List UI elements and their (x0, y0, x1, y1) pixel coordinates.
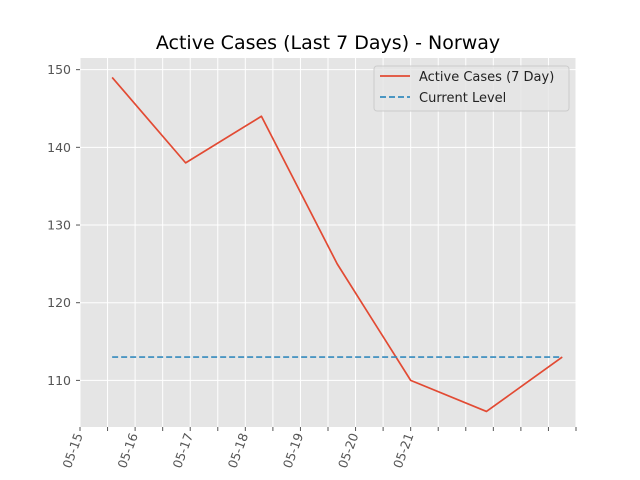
y-tick-label: 150 (47, 62, 71, 77)
y-axis: 110 120 130 140 150 (47, 62, 80, 388)
legend-label-active-cases: Active Cases (7 Day) (419, 70, 554, 85)
chart-title: Active Cases (Last 7 Days) - Norway (156, 32, 500, 54)
y-tick-label: 140 (47, 140, 71, 155)
legend-box (373, 65, 570, 112)
series-layer (111, 76, 563, 413)
y-tick-label: 110 (47, 373, 71, 388)
legend-label-current-level: Current Level (419, 91, 506, 106)
y-tick-label: 130 (47, 218, 71, 233)
grid (79, 58, 577, 427)
series-line-0 (111, 76, 563, 413)
legend: Active Cases (7 Day) Current Level (373, 65, 570, 112)
y-tick-label: 120 (47, 295, 71, 310)
